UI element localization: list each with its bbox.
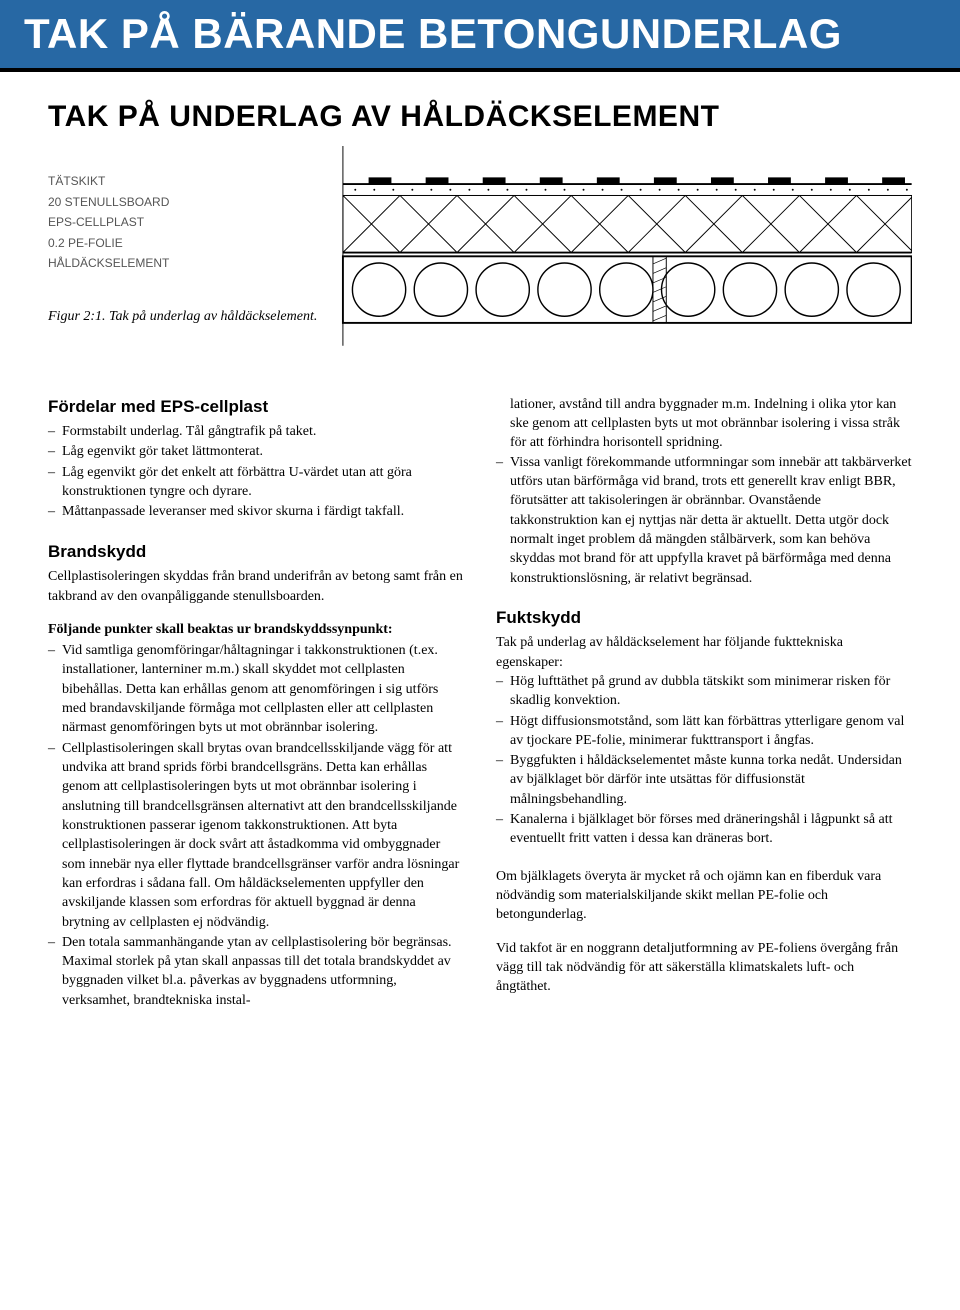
fire-heading: Brandskydd bbox=[48, 540, 464, 563]
list-item: Byggfukten i håldäckselementet måste kun… bbox=[496, 751, 912, 809]
layer-label: TÄTSKIKT bbox=[48, 171, 238, 191]
fire-intro: Cellplastisoleringen skyddas från brand … bbox=[48, 567, 464, 606]
layer-label: EPS-CELLPLAST bbox=[48, 212, 238, 232]
moisture-para2: Vid takfot är en noggrann detaljutformni… bbox=[496, 939, 912, 997]
figure-left: TÄTSKIKT 20 STENULLSBOARD EPS-CELLPLAST … bbox=[48, 171, 317, 325]
moisture-intro: Tak på underlag av håldäckselement har f… bbox=[496, 633, 912, 672]
list-item: Den totala sammanhängande ytan av cellpl… bbox=[48, 933, 464, 1010]
layer-label: HÅLDÄCKSELEMENT bbox=[48, 253, 238, 273]
fire-continuation-text: lationer, avstånd till andra byggnader m… bbox=[496, 395, 912, 453]
two-column-text: Fördelar med EPS-cellplast Formstabilt u… bbox=[48, 395, 912, 1028]
advantages-heading: Fördelar med EPS-cellplast bbox=[48, 395, 464, 418]
list-item: Högt diffusionsmotstånd, som lätt kan fö… bbox=[496, 712, 912, 751]
fire-points-list: Vid samtliga genomföringar/håltagningar … bbox=[48, 641, 464, 1010]
diagram-svg bbox=[341, 146, 912, 346]
advantages-list: Formstabilt underlag. Tål gångtrafik på … bbox=[48, 422, 464, 522]
list-item: Kanalerna i bjälklaget bör förses med dr… bbox=[496, 810, 912, 849]
figure-row: TÄTSKIKT 20 STENULLSBOARD EPS-CELLPLAST … bbox=[48, 146, 912, 351]
list-item: Måttanpassade leveranser med skivor skur… bbox=[48, 502, 464, 521]
list-item: Hög lufttäthet på grund av dubbla tätski… bbox=[496, 672, 912, 711]
right-column: lationer, avstånd till andra byggnader m… bbox=[496, 395, 912, 1028]
list-item: Vid samtliga genomföringar/håltagningar … bbox=[48, 641, 464, 738]
layer-label: 20 STENULLSBOARD bbox=[48, 192, 238, 212]
moisture-para1: Om bjälklagets överyta är mycket rå och … bbox=[496, 867, 912, 925]
section-subtitle: TAK PÅ UNDERLAG AV HÅLDÄCKSELEMENT bbox=[48, 100, 912, 134]
list-item: Låg egenvikt gör det enkelt att förbättr… bbox=[48, 463, 464, 502]
list-item: Formstabilt underlag. Tål gångtrafik på … bbox=[48, 422, 464, 441]
figure-caption: Figur 2:1. Tak på underlag av håldäcksel… bbox=[48, 309, 317, 325]
left-column: Fördelar med EPS-cellplast Formstabilt u… bbox=[48, 395, 464, 1028]
fire-continuation-list: Vissa vanligt förekommande utformningar … bbox=[496, 453, 912, 588]
list-item: Cellplastisoleringen skall brytas ovan b… bbox=[48, 739, 464, 932]
figure-layer-labels: TÄTSKIKT 20 STENULLSBOARD EPS-CELLPLAST … bbox=[48, 171, 238, 273]
list-item: Låg egenvikt gör taket lättmonterat. bbox=[48, 442, 464, 461]
moisture-list: Hög lufttäthet på grund av dubbla tätski… bbox=[496, 672, 912, 849]
page-title: TAK PÅ BÄRANDE BETONGUNDERLAG bbox=[24, 10, 936, 58]
roof-section-diagram bbox=[341, 146, 912, 351]
fire-points-intro: Följande punkter skall beaktas ur brands… bbox=[48, 620, 464, 639]
header-bar: TAK PÅ BÄRANDE BETONGUNDERLAG bbox=[0, 0, 960, 72]
layer-label: 0.2 PE-FOLIE bbox=[48, 233, 238, 253]
content-area: TAK PÅ UNDERLAG AV HÅLDÄCKSELEMENT TÄTSK… bbox=[0, 72, 960, 1068]
continuation-span: lationer, avstånd till andra byggnader m… bbox=[510, 397, 900, 451]
list-item: Vissa vanligt förekommande utformningar … bbox=[496, 453, 912, 588]
moisture-heading: Fuktskydd bbox=[496, 606, 912, 629]
